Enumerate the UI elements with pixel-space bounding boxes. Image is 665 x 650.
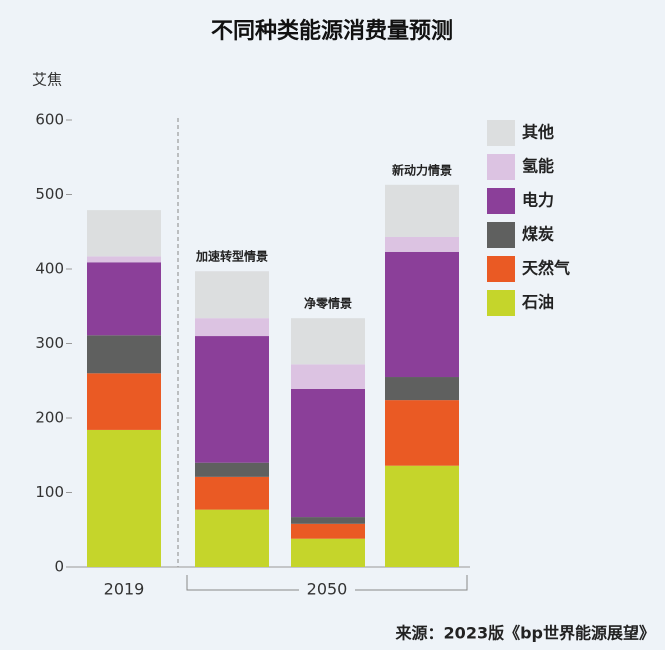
bar-segment <box>385 400 459 466</box>
bar-segment <box>385 236 459 252</box>
bar-segment <box>291 318 365 365</box>
legend-label: 煤炭 <box>522 225 554 244</box>
legend-swatch <box>487 154 515 180</box>
bar-segment <box>195 462 269 477</box>
x-group-label: 2050 <box>307 580 348 599</box>
y-tick-label: 300 <box>35 334 64 352</box>
legend-label: 电力 <box>522 191 554 210</box>
legend-swatch <box>487 256 515 282</box>
bar-segment <box>291 523 365 539</box>
bar-segment <box>87 335 161 374</box>
bar-segment <box>87 210 161 257</box>
bar-segment <box>195 271 269 319</box>
bracket-gap <box>299 580 355 598</box>
bar-segment <box>291 517 365 524</box>
bar-segment <box>87 256 161 263</box>
bar-segment <box>195 476 269 510</box>
bar-segment <box>195 336 269 463</box>
legend-swatch <box>487 120 515 146</box>
bar-segment <box>291 388 365 518</box>
legend-label: 氢能 <box>522 157 554 176</box>
bar-segment <box>87 262 161 336</box>
legend-swatch <box>487 222 515 248</box>
legend-label: 其他 <box>522 123 554 142</box>
chart-title: 不同种类能源消费量预测 <box>211 18 453 44</box>
bar-segment <box>385 184 459 237</box>
bar-segment <box>385 465 459 567</box>
bar-segment <box>195 509 269 567</box>
source: 来源：2023版《bp世界能源展望》 <box>395 624 655 643</box>
bar-segment <box>291 538 365 567</box>
scenario-label: 加速转型情景 <box>195 249 268 264</box>
legend-swatch <box>487 290 515 316</box>
y-tick-label: 500 <box>35 185 64 203</box>
x-group-label: 2019 <box>104 580 145 599</box>
bar-segment <box>385 377 459 401</box>
bar-segment <box>291 364 365 389</box>
y-tick-label: 400 <box>35 260 64 278</box>
legend-label: 天然气 <box>522 259 570 278</box>
bar-segment <box>195 318 269 337</box>
scenario-label: 净零情景 <box>304 296 352 311</box>
y-tick-label: 0 <box>54 558 64 576</box>
bar-segment <box>385 251 459 378</box>
y-tick-label: 600 <box>35 111 64 129</box>
legend-label: 石油 <box>521 293 554 312</box>
y-tick-label: 100 <box>35 483 64 501</box>
y-axis-label: 艾焦 <box>32 71 62 89</box>
bar-segment <box>87 429 161 567</box>
bar-segment <box>87 373 161 430</box>
y-tick-label: 200 <box>35 409 64 427</box>
scenario-label: 新动力情景 <box>392 162 452 177</box>
legend-swatch <box>487 188 515 214</box>
